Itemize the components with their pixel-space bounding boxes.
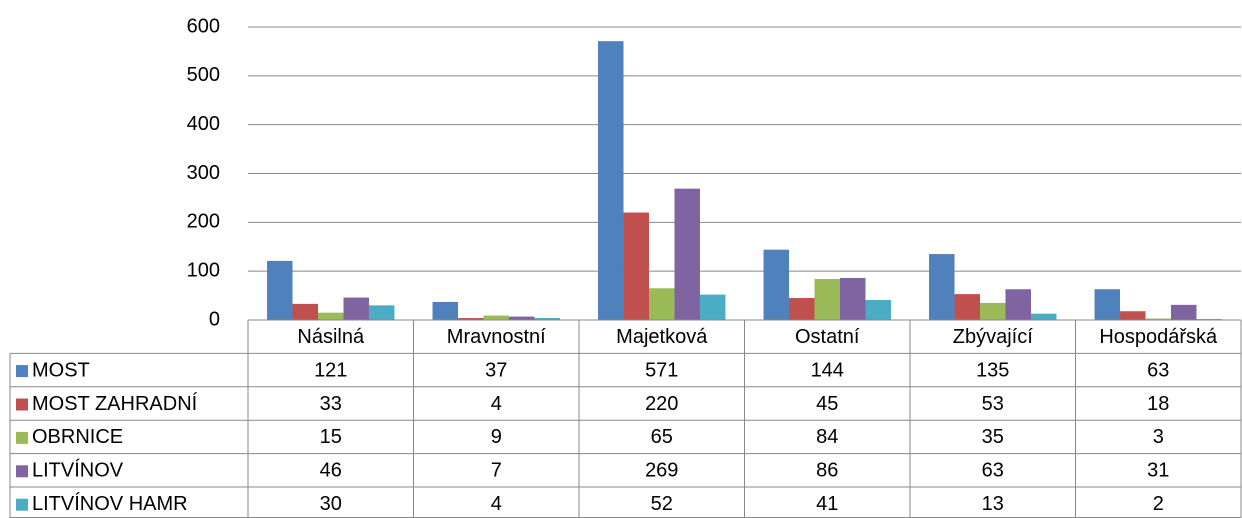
legend-key bbox=[16, 365, 28, 378]
legend-label: MOST ZAHRADNÍ bbox=[32, 392, 198, 415]
bar bbox=[674, 188, 700, 320]
table-cell: 30 bbox=[320, 493, 342, 515]
bar bbox=[343, 297, 369, 320]
table-cell: 18 bbox=[1147, 393, 1169, 415]
y-tick-label: 0 bbox=[209, 308, 220, 330]
legend-label: LITVÍNOV HAMR bbox=[32, 492, 188, 515]
table-cell: 269 bbox=[645, 460, 678, 482]
bar bbox=[929, 254, 955, 320]
bar bbox=[814, 278, 840, 320]
x-tick-label: Hospodářská bbox=[1099, 326, 1218, 348]
table-cell: 571 bbox=[645, 359, 678, 381]
table-cell: 2 bbox=[1153, 493, 1164, 515]
table-cell: 35 bbox=[982, 426, 1004, 448]
bar bbox=[432, 301, 459, 320]
table-cell: 45 bbox=[816, 393, 838, 415]
y-tick-label: 200 bbox=[187, 211, 220, 233]
y-tick-label: 400 bbox=[187, 113, 220, 135]
x-tick-label: Mravnostní bbox=[447, 326, 546, 348]
legend-key bbox=[16, 498, 28, 511]
bar bbox=[1145, 318, 1171, 320]
bar bbox=[649, 288, 675, 320]
table-cell: 84 bbox=[816, 426, 838, 448]
table-cell: 4 bbox=[491, 493, 502, 515]
table-cell: 46 bbox=[320, 460, 342, 482]
x-tick-label: Majetková bbox=[616, 326, 708, 348]
legend-key bbox=[16, 431, 28, 444]
x-tick-label: Zbývající bbox=[953, 326, 1033, 348]
bar bbox=[954, 294, 981, 320]
bar bbox=[267, 260, 293, 320]
table-cell: 144 bbox=[811, 359, 844, 381]
bar bbox=[1030, 313, 1057, 320]
table-cell: 13 bbox=[982, 493, 1004, 515]
table-cell: 53 bbox=[982, 393, 1004, 415]
legend-label: OBRNICE bbox=[32, 426, 123, 448]
table-cell: 63 bbox=[982, 460, 1004, 482]
y-tick-label: 500 bbox=[187, 64, 220, 86]
bar bbox=[483, 315, 509, 320]
table-cell: 3 bbox=[1153, 426, 1164, 448]
y-tick-label: 300 bbox=[187, 162, 220, 184]
bar bbox=[699, 294, 726, 320]
table-cell: 31 bbox=[1147, 460, 1169, 482]
table-cell: 86 bbox=[816, 460, 838, 482]
table-cell: 135 bbox=[976, 359, 1009, 381]
bar bbox=[1170, 304, 1197, 320]
legend-label: LITVÍNOV bbox=[32, 459, 124, 482]
table-cell: 220 bbox=[645, 393, 678, 415]
table-cell: 7 bbox=[491, 460, 502, 482]
bar bbox=[318, 312, 344, 320]
table-cell: 37 bbox=[485, 359, 507, 381]
bar bbox=[789, 298, 815, 320]
bar bbox=[1120, 311, 1146, 320]
legend-key bbox=[16, 465, 28, 478]
bar bbox=[763, 249, 790, 320]
bar bbox=[598, 41, 624, 320]
table-cell: 9 bbox=[491, 426, 502, 448]
bar bbox=[623, 212, 650, 320]
table-cell: 65 bbox=[651, 426, 673, 448]
bar bbox=[980, 302, 1006, 320]
y-tick-label: 100 bbox=[187, 259, 220, 281]
table-cell: 4 bbox=[491, 393, 502, 415]
table-cell: 63 bbox=[1147, 359, 1169, 381]
x-tick-label: Násilná bbox=[297, 326, 365, 348]
bar bbox=[1094, 289, 1121, 320]
table-cell: 121 bbox=[314, 359, 347, 381]
bar bbox=[368, 305, 395, 320]
table-cell: 15 bbox=[320, 426, 342, 448]
bar bbox=[865, 299, 891, 320]
bar bbox=[458, 318, 484, 320]
bar bbox=[508, 316, 535, 320]
table-cell: 52 bbox=[651, 493, 673, 515]
bar bbox=[534, 318, 560, 320]
y-tick-label: 600 bbox=[187, 15, 220, 37]
bar bbox=[1005, 289, 1031, 320]
x-tick-label: Ostatní bbox=[795, 326, 860, 348]
legend-key bbox=[16, 398, 28, 411]
table-cell: 41 bbox=[816, 493, 838, 515]
table-cell: 33 bbox=[320, 393, 342, 415]
legend-label: MOST bbox=[32, 359, 90, 381]
bar bbox=[292, 303, 319, 320]
bar bbox=[839, 278, 866, 320]
